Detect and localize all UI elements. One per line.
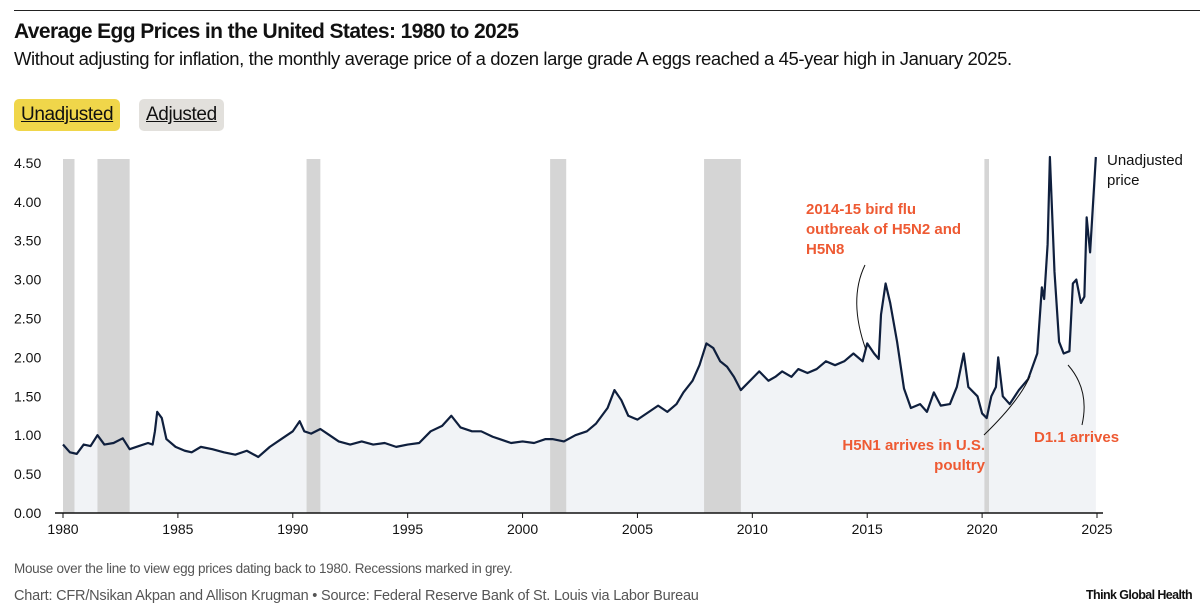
- y-tick-label: 3.50: [14, 233, 41, 249]
- series-end-label: Unadjusted price: [1107, 152, 1183, 189]
- x-tick-label: 1985: [162, 521, 193, 537]
- y-tick-label: 0.50: [14, 466, 41, 482]
- x-tick-label: 2015: [852, 521, 883, 537]
- y-tick-label: 4.00: [14, 194, 41, 210]
- y-tick-label: 2.00: [14, 349, 41, 365]
- x-tick-label: 2005: [622, 521, 653, 537]
- x-tick-label: 1995: [392, 521, 423, 537]
- x-tick-label: 2020: [967, 521, 998, 537]
- page-title: Average Egg Prices in the United States:…: [14, 20, 519, 43]
- annotation-d11: D1.1 arrives: [1034, 429, 1120, 446]
- brand-logo: Think Global Health: [1086, 588, 1193, 602]
- price-line: [62, 155, 1097, 459]
- y-tick-label: 4.50: [14, 155, 41, 171]
- y-tick-label: 0.00: [14, 505, 41, 521]
- price-area: [63, 157, 1096, 513]
- annotation-h5n1: H5N1 arrives in U.S. poultry: [842, 437, 985, 474]
- x-tick-label: 2000: [507, 521, 538, 537]
- y-tick-label: 1.00: [14, 427, 41, 443]
- x-tick-label: 2025: [1081, 521, 1112, 537]
- credit-line: Chart: CFR/Nsikan Akpan and Allison Krug…: [14, 588, 699, 604]
- annotation-bird-flu-2014: 2014-15 bird flu outbreak of H5N2 and H5…: [806, 201, 962, 258]
- recession-band: [97, 159, 130, 513]
- x-tick-label: 2010: [737, 521, 768, 537]
- unadjusted-toggle-button[interactable]: Unadjusted: [14, 99, 121, 131]
- recession-band: [63, 159, 75, 513]
- top-rule: [14, 10, 1200, 11]
- footnote: Mouse over the line to view egg prices d…: [14, 561, 513, 576]
- adjusted-toggle-button[interactable]: Adjusted: [139, 99, 224, 131]
- recession-band: [984, 159, 990, 513]
- y-tick-label: 1.50: [14, 388, 41, 404]
- annotation-leader-d11: [1067, 364, 1085, 426]
- x-tick-label: 1980: [47, 521, 78, 537]
- page-subtitle: Without adjusting for inflation, the mon…: [14, 48, 1012, 69]
- annotation-leader-bird-flu: [856, 264, 867, 351]
- egg-price-chart[interactable]: 0.00 0.50 1.00 1.50 2.00 2.50 3.00 3.50 4.00 4.50…: [0, 0, 1200, 560]
- annotation-leader-h5n1: [983, 375, 1031, 436]
- y-tick-label: 3.00: [14, 272, 41, 288]
- recession-band: [306, 159, 321, 513]
- x-tick-label: 1990: [277, 521, 308, 537]
- recession-band: [550, 159, 567, 513]
- recession-band: [704, 159, 741, 513]
- y-tick-label: 2.50: [14, 311, 41, 327]
